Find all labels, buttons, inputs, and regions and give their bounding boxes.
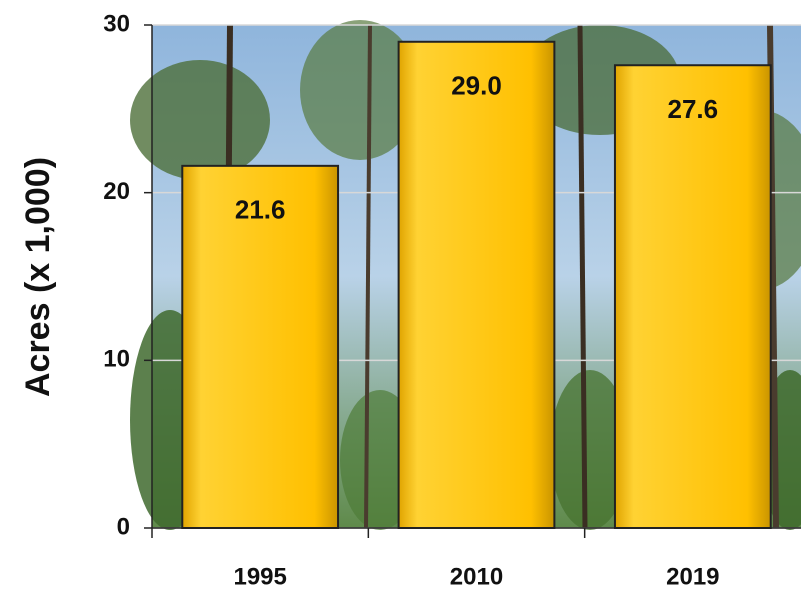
- bar: [397, 40, 556, 530]
- value-label: 29.0: [451, 71, 502, 101]
- y-tick-label: 30: [103, 10, 130, 37]
- y-tick-label: 0: [117, 513, 130, 540]
- x-tick-label: 2010: [450, 563, 503, 590]
- x-tick-label: 1995: [233, 563, 286, 590]
- x-tick-label: 2019: [666, 563, 719, 590]
- value-label: 27.6: [668, 94, 719, 124]
- bar: [181, 164, 340, 529]
- value-label: 21.6: [235, 195, 286, 225]
- y-tick-label: 10: [103, 346, 130, 373]
- bar: [613, 64, 772, 530]
- y-tick-label: 20: [103, 178, 130, 205]
- y-axis-label: Acres (x 1,000): [19, 157, 57, 397]
